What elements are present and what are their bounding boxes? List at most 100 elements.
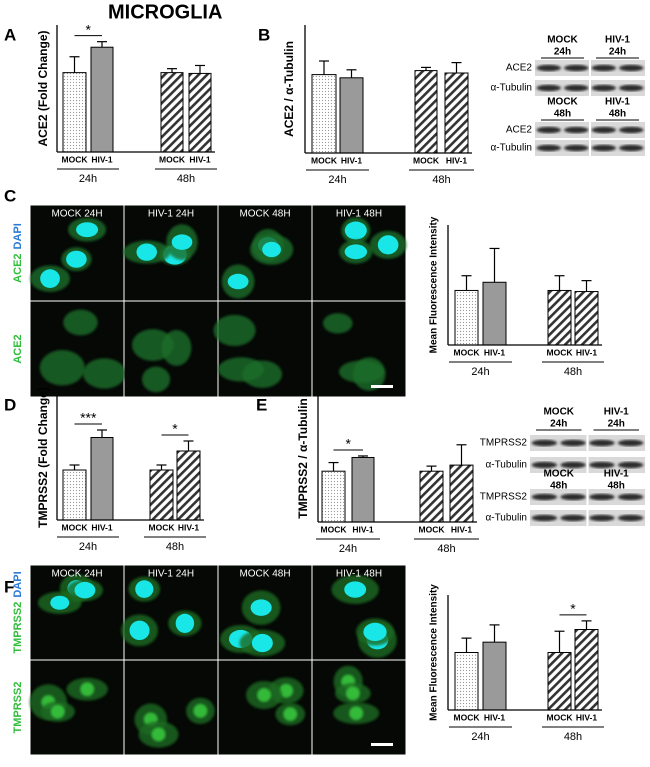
bar [547, 652, 572, 711]
row-label-part: TMPRSS2 [12, 682, 24, 734]
nucleus [129, 620, 150, 641]
column-label: HIV-1 48H [336, 209, 382, 220]
blot-band [536, 64, 561, 72]
panel-letter: F [4, 577, 14, 596]
blot-band [619, 126, 644, 134]
blot-band [536, 126, 561, 134]
bar [547, 289, 572, 346]
figure-title: MICROGLIA [108, 1, 222, 23]
group-label: 48h [177, 173, 195, 185]
y-axis-label: TMPRSS2 (Fold Change) [36, 387, 50, 528]
blot-band [617, 514, 644, 522]
lane-label: 48h [550, 481, 567, 492]
bar [454, 652, 479, 711]
nucleus [76, 222, 99, 238]
blot-band [560, 461, 586, 469]
cell-body [213, 314, 256, 347]
nucleus [50, 595, 70, 610]
x-tick-label: HIV-1 [484, 712, 506, 722]
group-label: 48h [564, 366, 582, 378]
bar [311, 74, 337, 154]
x-tick-label: MOCK [419, 524, 446, 534]
cell-body [338, 360, 384, 383]
y-axis-label: Mean Fluorescence Intensity [429, 216, 440, 353]
x-tick-label: MOCK [547, 712, 574, 722]
significance-label: * [172, 421, 178, 437]
row-label: TMPRSS2 DAPI [12, 571, 24, 653]
lane-label: 48h [554, 109, 571, 120]
blot-band [531, 493, 558, 501]
blot-band [536, 84, 561, 92]
significance-label: * [570, 601, 576, 617]
blot-row-label: ACE2 [506, 63, 533, 74]
bar [351, 456, 375, 523]
blot-band [589, 461, 615, 469]
perinuclear-signal [151, 727, 166, 742]
blot-band [564, 126, 589, 134]
blot-band [617, 493, 644, 501]
row-label-part: DAPI [12, 223, 24, 249]
nucleus [262, 241, 281, 258]
scale-bar [371, 743, 393, 746]
group-label: 24h [328, 174, 346, 186]
scale-bar [371, 385, 393, 388]
x-tick-label: MOCK [454, 712, 481, 722]
blot-band [564, 64, 589, 72]
group-label: 48h [564, 731, 582, 743]
x-tick-label: HIV-1 [341, 155, 363, 165]
lane-label: 24h [554, 47, 571, 58]
nucleus [66, 250, 87, 268]
blot-band [560, 439, 586, 447]
perinuclear-signal [279, 683, 294, 698]
x-tick-label: HIV-1 [189, 154, 211, 164]
lane-label: MOCK [547, 97, 578, 108]
column-label: HIV-1 48H [336, 569, 382, 580]
column-label: HIV-1 24H [148, 569, 194, 580]
blot-row-label: α-Tubulin [485, 460, 527, 471]
nucleus [344, 581, 367, 598]
blot-band [619, 84, 644, 92]
column-label: MOCK 48H [239, 569, 290, 580]
perinuclear-signal [80, 682, 95, 697]
bar [62, 72, 87, 153]
cell-body [161, 329, 192, 366]
lane-label: 48h [608, 481, 625, 492]
lane-label: 24h [550, 419, 567, 430]
perinuclear-signal [257, 688, 272, 703]
row-label: ACE2 DAPI [12, 223, 24, 283]
blot-band [560, 514, 586, 522]
blot-band [591, 144, 616, 152]
perinuclear-signal [349, 706, 364, 721]
perinuclear-signal [283, 707, 298, 722]
blot-band [531, 514, 558, 522]
x-tick-label: HIV-1 [576, 712, 598, 722]
bar [419, 470, 444, 523]
panel-letter: E [256, 395, 267, 414]
blot-band [591, 64, 616, 72]
y-axis-label: ACE2 / α-Tubulin [282, 41, 296, 137]
blot-row-label: ACE2 [506, 125, 533, 136]
x-tick-label: MOCK [311, 155, 338, 165]
blot-band [619, 144, 644, 152]
blot-band [591, 126, 616, 134]
bar [188, 72, 212, 153]
blot-band [536, 144, 561, 152]
blot-row-label: TMPRSS2 [480, 492, 528, 503]
column-label: MOCK 24H [51, 209, 102, 220]
panel-letter: D [4, 395, 16, 414]
bar [90, 437, 114, 521]
x-tick-label: MOCK [413, 155, 440, 165]
x-tick-label: HIV-1 [178, 522, 200, 532]
y-axis-label: ACE2 (Fold Change) [36, 30, 50, 146]
significance-label: * [86, 21, 92, 37]
lane-label: HIV-1 [604, 407, 629, 418]
blot-band [617, 461, 644, 469]
bar [574, 291, 599, 346]
blot-band [617, 439, 644, 447]
column-label: MOCK 48H [239, 209, 290, 220]
blot-band [564, 84, 589, 92]
blot-band [589, 493, 615, 501]
blot-row-label: α-Tubulin [485, 513, 527, 524]
row-label: TMPRSS2 [12, 682, 24, 734]
x-tick-label: HIV-1 [451, 524, 473, 534]
